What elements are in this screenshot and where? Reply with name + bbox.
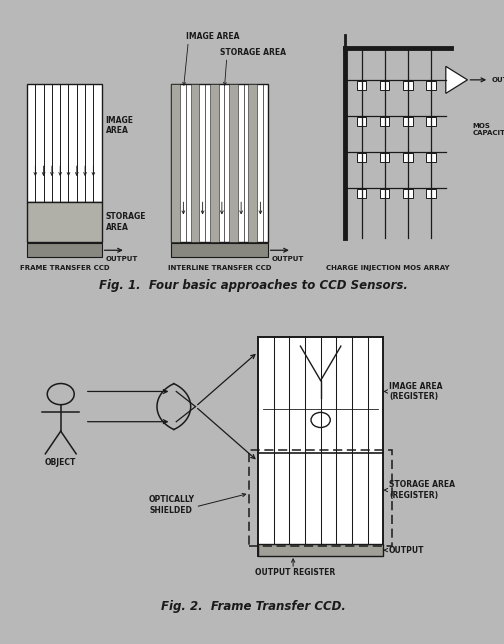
Bar — [426, 153, 435, 162]
Text: IMAGE
AREA: IMAGE AREA — [105, 116, 134, 135]
Text: IMAGE AREA
(REGISTER): IMAGE AREA (REGISTER) — [384, 382, 443, 401]
Bar — [357, 153, 366, 162]
Text: OUTPUT: OUTPUT — [384, 545, 424, 554]
Text: CHARGE INJECTION MOS ARRAY: CHARGE INJECTION MOS ARRAY — [326, 265, 450, 271]
Bar — [27, 243, 102, 256]
Text: MOS
CAPACITORS: MOS CAPACITORS — [472, 123, 504, 136]
Bar — [171, 84, 268, 242]
Bar — [258, 544, 383, 556]
Bar — [27, 202, 102, 242]
Bar — [258, 337, 383, 556]
Text: STORAGE AREA
(REGISTER): STORAGE AREA (REGISTER) — [384, 480, 455, 500]
Bar — [171, 84, 180, 242]
Bar — [357, 80, 366, 90]
Bar — [380, 80, 390, 90]
Text: INTERLINE TRANSFER CCD: INTERLINE TRANSFER CCD — [168, 265, 271, 271]
Bar — [403, 153, 413, 162]
Text: OUTPUT: OUTPUT — [272, 256, 304, 262]
Bar — [357, 117, 366, 126]
Bar — [27, 84, 102, 202]
Bar — [191, 84, 200, 242]
Bar — [171, 243, 268, 256]
Text: OUTPUT REGISTER: OUTPUT REGISTER — [256, 569, 336, 578]
Text: STORAGE AREA: STORAGE AREA — [220, 48, 286, 57]
Text: IMAGE AREA: IMAGE AREA — [186, 32, 239, 41]
Bar — [403, 80, 413, 90]
Bar — [229, 84, 238, 242]
Bar — [426, 189, 435, 198]
Text: OPTICALLY
SHIELDED: OPTICALLY SHIELDED — [149, 495, 195, 515]
Bar — [249, 450, 392, 546]
Text: OBJECT: OBJECT — [45, 458, 77, 467]
Bar — [357, 189, 366, 198]
Bar — [380, 189, 390, 198]
Bar — [403, 117, 413, 126]
Bar — [403, 189, 413, 198]
Bar — [426, 117, 435, 126]
Bar — [210, 84, 219, 242]
Bar — [380, 117, 390, 126]
Text: Fig. 1.  Four basic approaches to CCD Sensors.: Fig. 1. Four basic approaches to CCD Sen… — [99, 279, 408, 292]
Text: OUTPUT: OUTPUT — [105, 256, 138, 262]
Text: STORAGE
AREA: STORAGE AREA — [105, 212, 146, 232]
Polygon shape — [446, 66, 467, 93]
Bar — [248, 84, 257, 242]
Text: FRAME TRANSFER CCD: FRAME TRANSFER CCD — [20, 265, 109, 271]
Bar — [426, 80, 435, 90]
Text: Fig. 2.  Frame Transfer CCD.: Fig. 2. Frame Transfer CCD. — [161, 600, 346, 614]
Bar — [380, 153, 390, 162]
Text: OUTPUT: OUTPUT — [491, 77, 504, 83]
